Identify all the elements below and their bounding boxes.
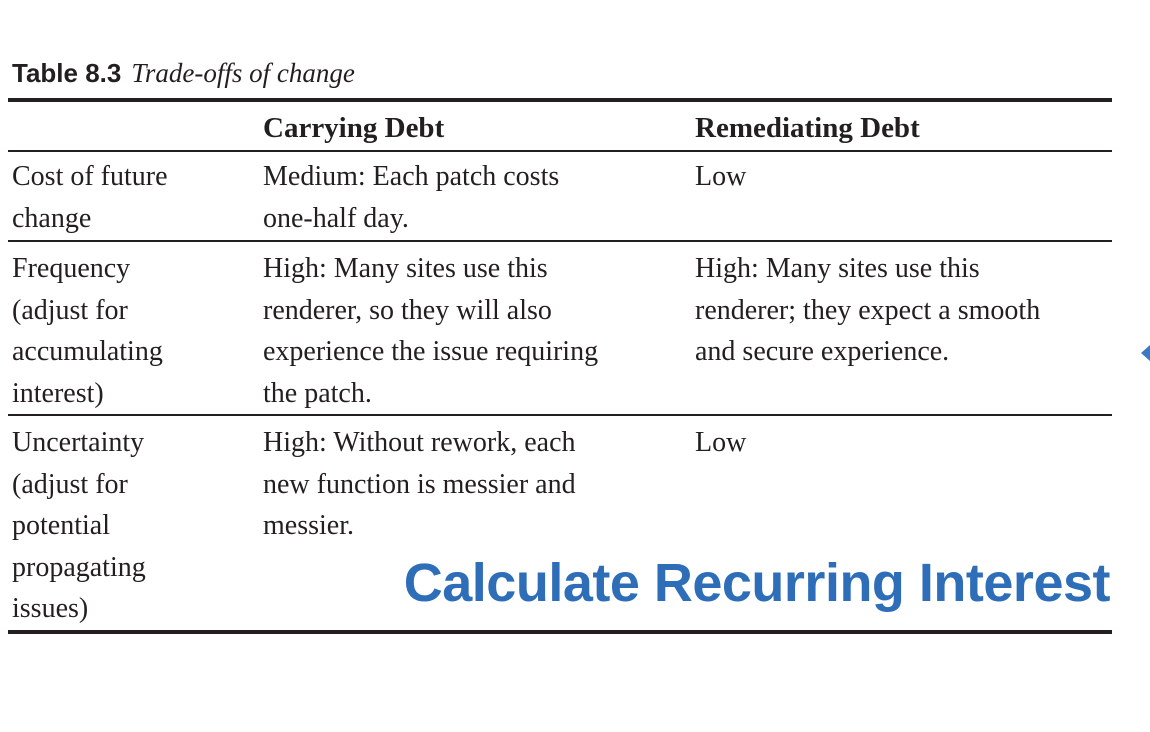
- cell-carrying-cost: Medium: Each patch costs one-half day.: [263, 161, 560, 234]
- cell-remediating-cost: Low: [695, 161, 747, 192]
- column-header-remediating-debt: Remediating Debt: [695, 112, 920, 144]
- row-label-uncertainty: Uncertainty (adjust for potential propag…: [12, 427, 146, 624]
- table-bottom-rule: [8, 630, 1112, 634]
- cell-carrying-uncertainty: High: Without rework, each new function …: [263, 427, 576, 541]
- table-caption: Table 8.3 Trade-offs of change: [12, 58, 355, 89]
- cell-remediating-uncertainty: Low: [695, 427, 747, 458]
- header-divider: [8, 150, 1112, 152]
- row-label-cost-of-future-change: Cost of future change: [12, 161, 168, 234]
- cell-carrying-frequency: High: Many sites use this renderer, so t…: [263, 253, 599, 409]
- table-title: Trade-offs of change: [131, 58, 355, 88]
- table-number: Table 8.3: [12, 58, 122, 88]
- row-label-frequency: Frequency (adjust for accumulating inter…: [12, 253, 163, 409]
- chevron-left-icon[interactable]: [1141, 345, 1150, 361]
- row-divider-1: [8, 240, 1112, 242]
- table-top-rule: [8, 98, 1112, 102]
- overlay-heading: Calculate Recurring Interest: [403, 553, 1111, 613]
- row-divider-2: [8, 414, 1112, 416]
- cell-remediating-frequency: High: Many sites use this renderer; they…: [695, 253, 1041, 367]
- column-header-carrying-debt: Carrying Debt: [263, 112, 445, 144]
